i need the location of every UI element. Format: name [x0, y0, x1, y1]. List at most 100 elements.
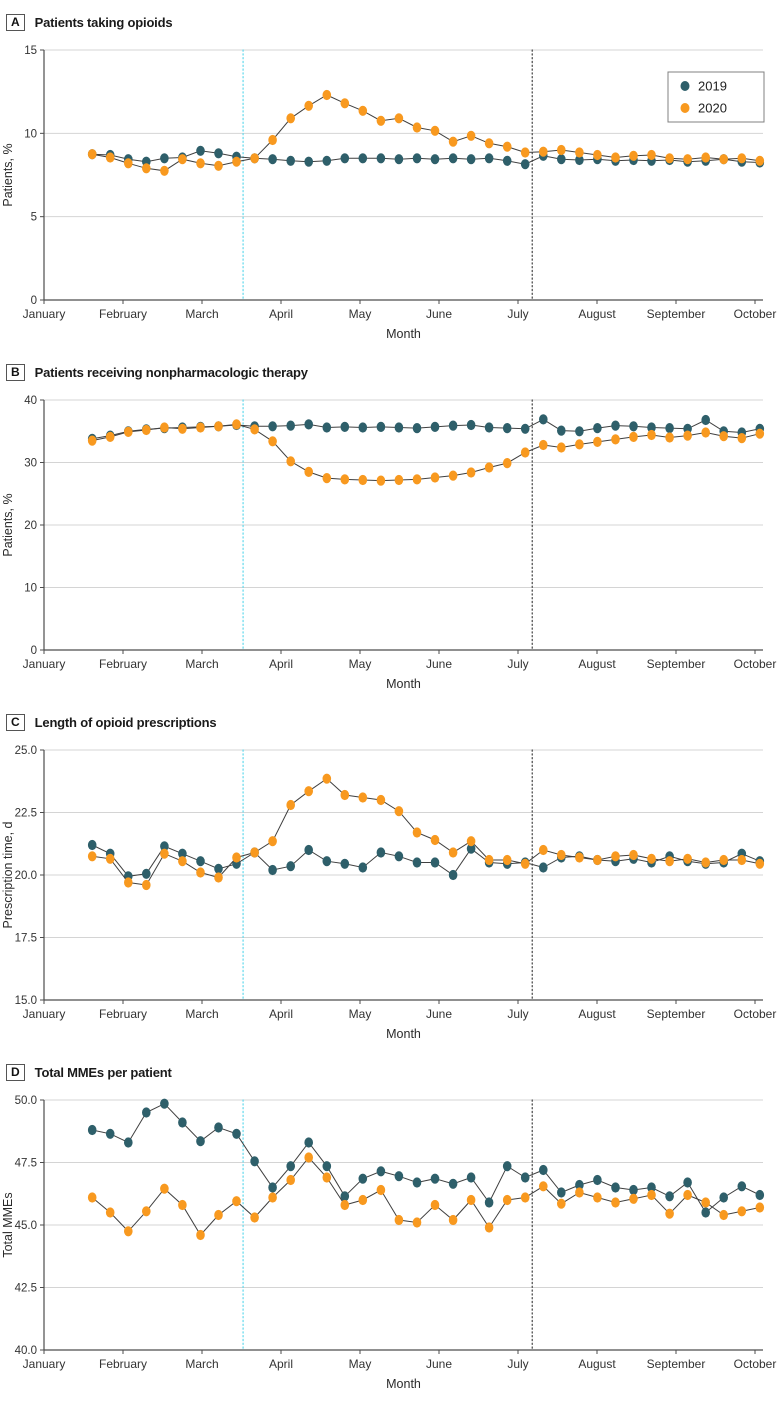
svg-text:May: May [349, 657, 372, 671]
panel-b-header: B Patients receiving nonpharmacologic th… [0, 350, 780, 384]
svg-text:July: July [507, 307, 528, 321]
svg-text:October: October [734, 657, 777, 671]
svg-text:July: July [507, 1007, 528, 1021]
svg-text:Month: Month [386, 1027, 421, 1041]
svg-text:September: September [647, 1007, 706, 1021]
y-axis-title: Patients, % [1, 493, 15, 556]
svg-text:February: February [99, 657, 147, 671]
series-2020-markers [87, 419, 765, 486]
svg-text:March: March [185, 1357, 218, 1371]
panel-d-title: Total MMEs per patient [34, 1064, 172, 1080]
svg-text:July: July [507, 657, 528, 671]
axes: 0 5 10 15 January February March April May June Ju… [1, 45, 776, 341]
series-2019-line [92, 150, 760, 165]
panel-b-label: B [6, 363, 25, 381]
panel-c-header: C Length of opioid prescriptions [0, 700, 780, 734]
svg-text:April: April [269, 307, 293, 321]
panel-c-title: Length of opioid prescriptions [34, 714, 217, 730]
svg-text:April: April [269, 1357, 293, 1371]
panel-a-header: A Patients taking opioids [0, 0, 780, 34]
panel-a-title: Patients taking opioids [34, 14, 173, 30]
gridlines [44, 749, 763, 938]
panel-b-title: Patients receiving nonpharmacologic ther… [34, 364, 308, 380]
series-2020-line [91, 1156, 760, 1236]
svg-text:40.0: 40.0 [15, 1345, 37, 1357]
svg-text:May: May [349, 1357, 372, 1371]
svg-text:47.5: 47.5 [15, 1158, 37, 1170]
gridlines [44, 399, 763, 588]
gridlines [44, 49, 763, 218]
svg-text:May: May [349, 307, 372, 321]
chart-patients-taking-opioids: 0 5 10 15 January February March April May June Ju… [1, 45, 776, 341]
svg-text:0: 0 [31, 645, 37, 657]
y-axis-title: Patients, % [1, 143, 15, 206]
svg-text:10: 10 [24, 583, 37, 595]
svg-text:June: June [426, 1357, 452, 1371]
svg-text:August: August [578, 657, 616, 671]
svg-text:April: April [269, 1007, 293, 1021]
svg-text:0: 0 [31, 295, 37, 307]
reference-lines [242, 1099, 533, 1351]
svg-text:August: August [578, 1357, 616, 1371]
svg-text:October: October [734, 1357, 777, 1371]
series-2019-markers [87, 1098, 765, 1218]
svg-text:Month: Month [386, 677, 421, 691]
reference-lines [242, 399, 533, 651]
series-2020-line [92, 423, 760, 482]
chart-nonpharmacologic-therapy: 0 10 20 30 40 January February March April May Jun… [1, 395, 776, 691]
series-2020-markers [87, 89, 765, 176]
svg-text:February: February [99, 307, 147, 321]
svg-text:August: August [578, 1007, 616, 1021]
legend: 2019 2020 [667, 71, 765, 123]
svg-text:30: 30 [24, 458, 37, 470]
chart-length-of-prescriptions: 15.0 17.5 20.0 22.5 25.0 January February March… [1, 745, 777, 1041]
y-axis-title: Total MMEs [1, 1192, 15, 1257]
series-2020-line [92, 778, 760, 886]
reference-lines [242, 49, 533, 301]
svg-text:October: October [734, 1007, 777, 1021]
svg-text:March: March [185, 657, 218, 671]
svg-text:September: September [647, 657, 706, 671]
svg-text:15: 15 [24, 45, 37, 57]
svg-text:45.0: 45.0 [15, 1220, 37, 1232]
svg-text:January: January [23, 1007, 66, 1021]
svg-text:50.0: 50.0 [15, 1095, 37, 1107]
panel-nonpharmacologic-therapy: B Patients receiving nonpharmacologic th… [0, 350, 780, 700]
legend-dot-2020 [680, 103, 690, 113]
legend-dot-2019 [680, 81, 690, 91]
y-axis-title: Prescription time, d [1, 821, 15, 928]
panel-a-label: A [6, 13, 25, 31]
series-2019-line [92, 1103, 761, 1214]
svg-text:20: 20 [24, 520, 37, 532]
svg-text:20.0: 20.0 [15, 870, 37, 882]
svg-text:17.5: 17.5 [15, 933, 37, 945]
svg-text:Month: Month [386, 1377, 421, 1391]
axes: 40.0 42.5 45.0 47.5 50.0 January February March… [1, 1095, 776, 1391]
series-2020-markers [87, 773, 765, 891]
series-2020-markers [87, 1152, 765, 1241]
series-2019-markers [87, 414, 765, 444]
panel-total-mmes: D Total MMEs per patient 40.0 42.5 45.0 47.… [0, 1050, 780, 1400]
svg-text:June: June [426, 307, 452, 321]
chart-total-mmes: 40.0 42.5 45.0 47.5 50.0 January February March… [1, 1095, 776, 1391]
svg-text:September: September [647, 1357, 706, 1371]
svg-text:April: April [269, 657, 293, 671]
panel-c-label: C [6, 713, 25, 731]
svg-text:15.0: 15.0 [15, 995, 37, 1007]
series-2019-line [91, 844, 760, 877]
svg-text:25.0: 25.0 [15, 745, 37, 757]
svg-text:Month: Month [386, 327, 421, 341]
panel-d-label: D [6, 1063, 25, 1081]
legend-label-2019: 2019 [698, 79, 727, 94]
legend-label-2020: 2020 [698, 101, 727, 116]
svg-text:January: January [23, 1357, 66, 1371]
svg-text:January: January [23, 657, 66, 671]
svg-text:February: February [99, 1007, 147, 1021]
svg-text:February: February [99, 1357, 147, 1371]
svg-text:22.5: 22.5 [15, 808, 37, 820]
panel-patients-taking-opioids: A Patients taking opioids 0 5 10 15 January F… [0, 0, 780, 350]
axes: 0 10 20 30 40 January February March April May Jun… [1, 395, 776, 691]
svg-text:October: October [734, 307, 777, 321]
svg-text:July: July [507, 1357, 528, 1371]
svg-text:5: 5 [31, 212, 37, 224]
